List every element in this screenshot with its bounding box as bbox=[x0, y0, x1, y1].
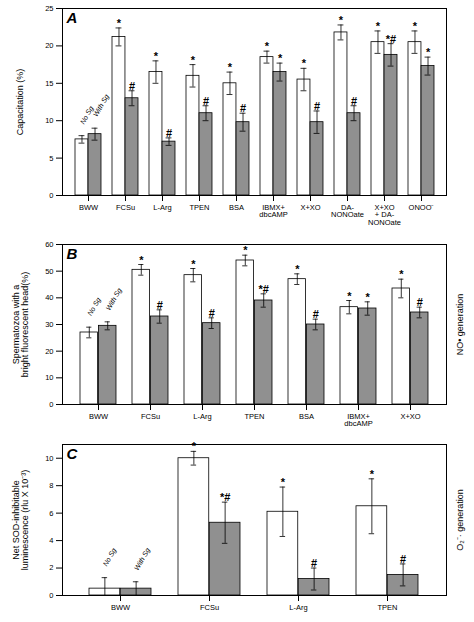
svg-text:L-Arg: L-Arg bbox=[193, 412, 211, 421]
svg-text:*: * bbox=[281, 476, 286, 488]
svg-text:#: # bbox=[157, 299, 163, 311]
svg-text:BSA: BSA bbox=[229, 203, 244, 212]
svg-text:0: 0 bbox=[49, 191, 53, 200]
svg-text:BWW: BWW bbox=[79, 203, 99, 212]
svg-text:#: # bbox=[313, 308, 319, 320]
svg-text:*: * bbox=[302, 57, 307, 69]
svg-text:C: C bbox=[67, 445, 79, 462]
svg-text:*: * bbox=[191, 54, 196, 66]
svg-text:*: * bbox=[426, 46, 431, 58]
svg-text:No Sg: No Sg bbox=[86, 296, 103, 317]
svg-text:10: 10 bbox=[45, 373, 53, 382]
svg-text:*: * bbox=[370, 468, 375, 480]
svg-text:TPEN: TPEN bbox=[377, 603, 397, 612]
svg-text:*: * bbox=[366, 291, 371, 303]
svg-text:Spermatozoa with abright fluor: Spermatozoa with abright fluorescent hea… bbox=[11, 272, 30, 378]
svg-text:No Sg: No Sg bbox=[102, 547, 119, 568]
svg-text:*: * bbox=[339, 14, 344, 26]
svg-text:DA-NONOate: DA-NONOate bbox=[331, 203, 364, 220]
svg-text:#: # bbox=[351, 95, 357, 107]
svg-text:*: * bbox=[228, 61, 233, 73]
svg-text:0: 0 bbox=[49, 400, 53, 409]
svg-text:#: # bbox=[314, 100, 320, 112]
svg-text:*: * bbox=[413, 20, 418, 32]
svg-text:2: 2 bbox=[49, 563, 53, 572]
svg-text:15: 15 bbox=[45, 79, 53, 88]
svg-text:*: * bbox=[278, 52, 283, 64]
svg-text:*#: *# bbox=[386, 33, 396, 45]
svg-text:*: * bbox=[399, 268, 404, 280]
svg-text:#: # bbox=[203, 95, 209, 107]
svg-text:BSA: BSA bbox=[299, 412, 314, 421]
svg-text:FCSu: FCSu bbox=[200, 603, 219, 612]
svg-text:BWW: BWW bbox=[111, 603, 131, 612]
svg-text:20: 20 bbox=[45, 41, 53, 50]
svg-text:#: # bbox=[417, 296, 423, 308]
svg-text:0: 0 bbox=[49, 591, 53, 600]
svg-text:Net SOD-inhibitableluminescenc: Net SOD-inhibitableluminescence (rlu X 1… bbox=[11, 470, 30, 571]
svg-text:*: * bbox=[295, 263, 300, 275]
svg-text:*: * bbox=[139, 254, 144, 266]
svg-text:With Sg: With Sg bbox=[104, 287, 123, 312]
svg-text:X+XO+ DA-NONOate: X+XO+ DA-NONOate bbox=[368, 203, 401, 227]
svg-text:*: * bbox=[117, 17, 122, 29]
svg-text:NO• generation: NO• generation bbox=[455, 294, 465, 356]
svg-text:B: B bbox=[67, 245, 78, 262]
svg-text:X+XO: X+XO bbox=[300, 203, 320, 212]
svg-text:TPEN: TPEN bbox=[189, 203, 209, 212]
svg-text:*: * bbox=[347, 290, 352, 302]
svg-text:40: 40 bbox=[45, 293, 53, 302]
svg-text:*: * bbox=[243, 244, 248, 256]
svg-text:5: 5 bbox=[49, 154, 53, 163]
svg-text:*#: *# bbox=[259, 283, 269, 295]
svg-text:#: # bbox=[311, 557, 317, 569]
svg-text:#: # bbox=[400, 553, 406, 565]
svg-text:L-Arg: L-Arg bbox=[289, 603, 307, 612]
svg-text:*: * bbox=[265, 40, 270, 52]
svg-text:A: A bbox=[66, 9, 78, 26]
svg-text:10: 10 bbox=[45, 454, 53, 463]
svg-text:ONOO⁻: ONOO⁻ bbox=[409, 203, 435, 212]
svg-text:*: * bbox=[191, 258, 196, 270]
svg-text:IBMX+dbcAMP: IBMX+dbcAMP bbox=[344, 412, 372, 429]
svg-text:6: 6 bbox=[49, 509, 53, 518]
svg-text:30: 30 bbox=[45, 320, 53, 329]
svg-text:#: # bbox=[209, 307, 215, 319]
svg-text:*#: *# bbox=[220, 491, 230, 503]
svg-text:#: # bbox=[129, 80, 135, 92]
svg-text:With Sg: With Sg bbox=[133, 547, 152, 572]
svg-text:Capacitation (%): Capacitation (%) bbox=[15, 69, 25, 136]
svg-text:*: * bbox=[192, 440, 197, 452]
svg-text:O₂⁻· generation: O₂⁻· generation bbox=[455, 489, 465, 551]
svg-text:*: * bbox=[376, 20, 381, 32]
svg-text:#: # bbox=[166, 127, 172, 139]
svg-text:#: # bbox=[240, 102, 246, 114]
svg-text:X+XO: X+XO bbox=[400, 412, 420, 421]
svg-text:60: 60 bbox=[45, 240, 53, 249]
svg-text:20: 20 bbox=[45, 347, 53, 356]
svg-text:50: 50 bbox=[45, 267, 53, 276]
svg-text:8: 8 bbox=[49, 481, 53, 490]
svg-text:No Sg: No Sg bbox=[78, 104, 95, 126]
svg-text:L-Arg: L-Arg bbox=[153, 203, 171, 212]
svg-text:BWW: BWW bbox=[89, 412, 109, 421]
svg-text:4: 4 bbox=[49, 536, 53, 545]
svg-text:IBMX+dbcAMP: IBMX+dbcAMP bbox=[259, 203, 287, 220]
svg-text:TPEN: TPEN bbox=[244, 412, 264, 421]
svg-text:FCSu: FCSu bbox=[116, 203, 135, 212]
svg-text:With Sg: With Sg bbox=[92, 93, 111, 118]
svg-text:25: 25 bbox=[45, 4, 53, 13]
svg-text:FCSu: FCSu bbox=[141, 412, 160, 421]
svg-text:10: 10 bbox=[45, 116, 53, 125]
svg-text:*: * bbox=[154, 50, 159, 62]
